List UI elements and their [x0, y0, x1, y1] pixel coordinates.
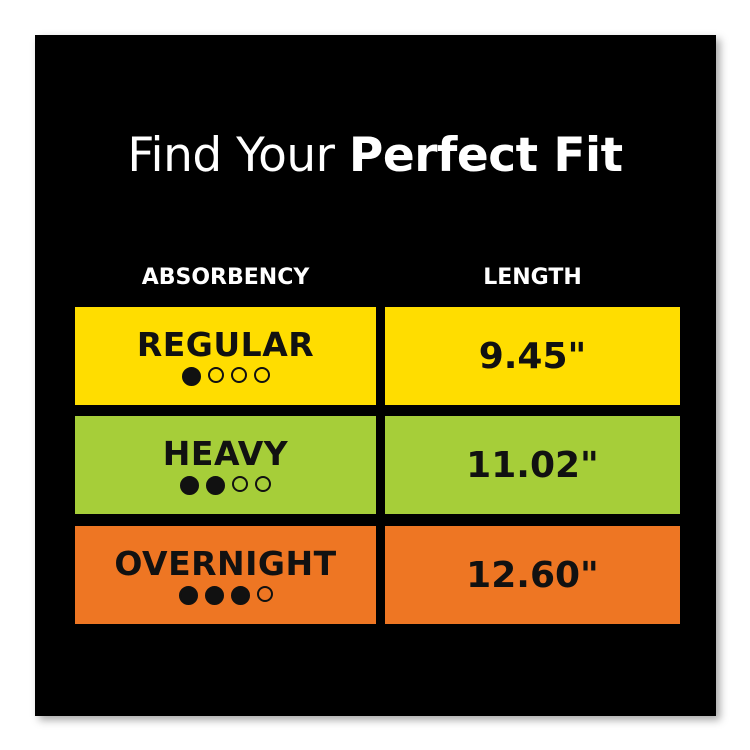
- page-title: Find Your Perfect Fit: [0, 128, 750, 183]
- absorbency-level-dots: [181, 366, 270, 386]
- empty-dot-icon: [230, 366, 247, 383]
- length-cell: 12.60": [385, 526, 680, 624]
- absorbency-cell: HEAVY: [75, 416, 376, 514]
- empty-dot-icon: [256, 585, 273, 602]
- length-header: LENGTH: [483, 265, 582, 290]
- empty-dot-icon: [255, 475, 271, 492]
- absorbency-label: OVERNIGHT: [114, 543, 337, 583]
- absorbency-label: HEAVY: [162, 433, 289, 473]
- filled-dot-icon: [230, 585, 250, 605]
- absorbency-level-dots: [180, 475, 271, 495]
- absorbency-cell: REGULAR: [75, 307, 376, 405]
- length-value: 9.45": [478, 335, 587, 377]
- filled-dot-icon: [180, 475, 199, 495]
- absorbency-label: REGULAR: [136, 324, 315, 364]
- title-light: Find Your: [127, 128, 349, 183]
- length-value: 11.02": [466, 444, 599, 486]
- absorbency-level-dots: [178, 585, 273, 605]
- length-cell: 9.45": [385, 307, 680, 405]
- absorbency-cell: OVERNIGHT: [75, 526, 376, 624]
- absorbency-header: ABSORBENCY: [141, 265, 310, 290]
- empty-dot-icon: [232, 475, 248, 492]
- filled-dot-icon: [178, 585, 198, 605]
- length-cell: 11.02": [385, 416, 680, 514]
- length-value: 12.60": [466, 554, 599, 596]
- empty-dot-icon: [253, 366, 270, 383]
- filled-dot-icon: [206, 475, 225, 495]
- empty-dot-icon: [207, 366, 224, 383]
- title-bold: Perfect Fit: [348, 128, 623, 183]
- filled-dot-icon: [181, 366, 201, 386]
- filled-dot-icon: [204, 585, 224, 605]
